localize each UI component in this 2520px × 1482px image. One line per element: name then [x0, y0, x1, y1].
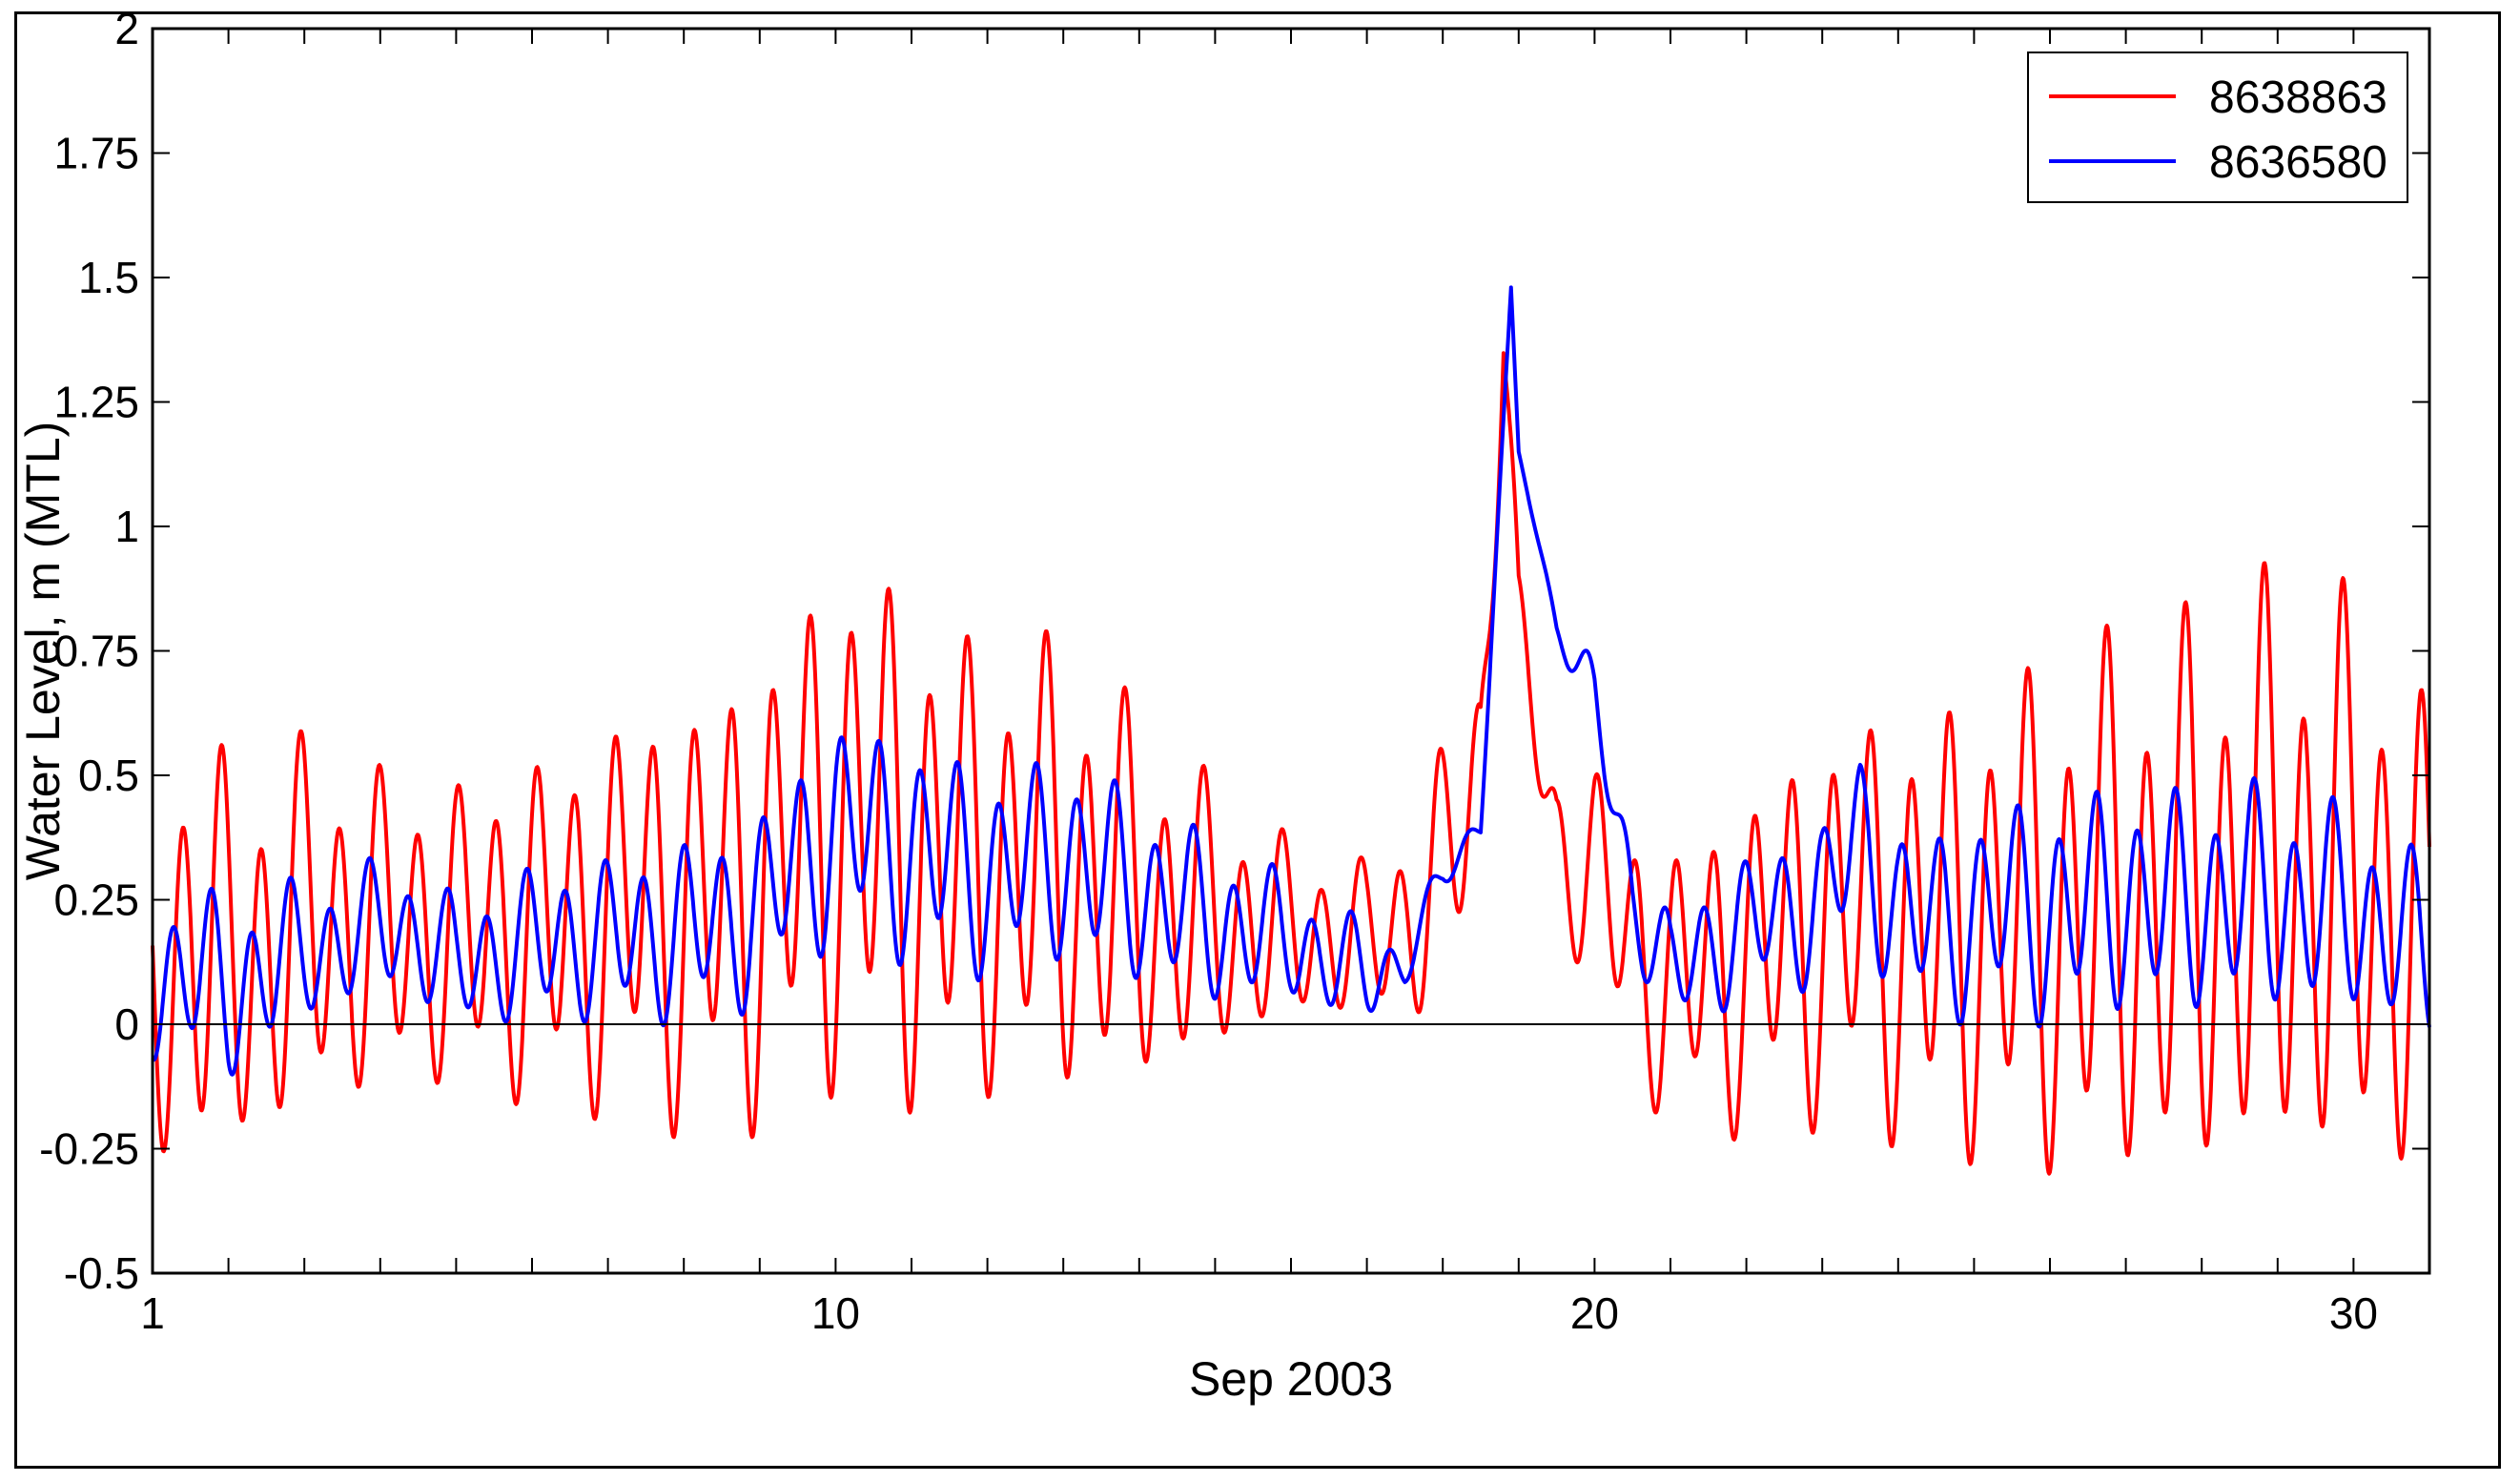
y-tick-label: -0.5 [64, 1248, 139, 1298]
series-line-8638863 [151, 351, 2431, 1176]
y-axis-label: Water Level, m (MTL) [16, 422, 70, 881]
x-axis-label: Sep 2003 [1189, 1352, 1393, 1406]
y-tick-label: 0 [114, 999, 139, 1049]
y-tick-label: 1.25 [53, 378, 139, 427]
y-tick-label: 0.75 [53, 627, 139, 676]
x-tick-label: 1 [140, 1288, 165, 1338]
axis-ticks: -0.5 -0.25 0 0.25 0.5 0.75 1 1.25 1.5 1.75 2 1 10 20 3… [39, 4, 2430, 1338]
figure-frame [14, 11, 2501, 1469]
y-tick-label: 0.5 [78, 751, 139, 800]
y-tick-label: 0.25 [53, 875, 139, 925]
legend: 8638863 8636580 [2027, 51, 2408, 203]
legend-box [2027, 51, 2408, 203]
x-tick-label: 30 [2329, 1288, 2378, 1338]
y-tick-label: 1.75 [53, 129, 139, 178]
y-tick-label: 1.5 [78, 253, 139, 302]
plot-area-border [151, 27, 2431, 1275]
x-tick-label: 10 [811, 1288, 860, 1338]
series-line-8636580 [151, 285, 2431, 1077]
y-tick-label: 1 [114, 502, 139, 551]
legend-label-8638863: 8638863 [2209, 72, 2387, 123]
legend-label-8636580: 8636580 [2209, 137, 2387, 188]
series-layer [151, 285, 2431, 1176]
y-tick-label: -0.25 [39, 1124, 139, 1174]
x-tick-label: 20 [1570, 1288, 1619, 1338]
y-tick-label: 2 [114, 4, 139, 53]
